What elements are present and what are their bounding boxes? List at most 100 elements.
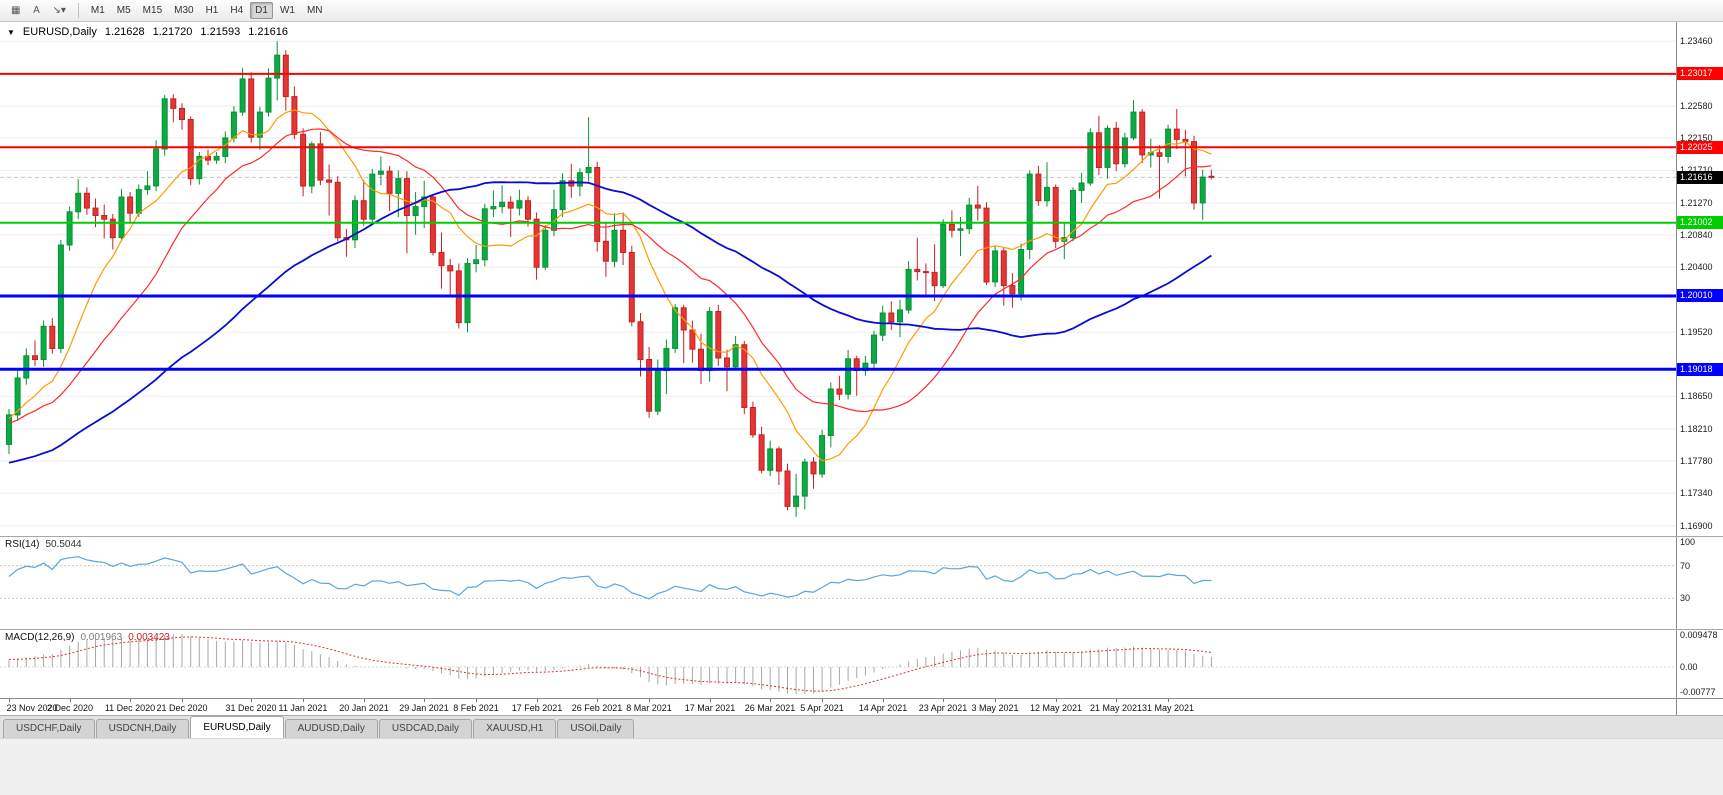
date-tick — [476, 699, 477, 702]
date-label: 17 Mar 2021 — [684, 703, 736, 713]
timeframe-mn-button[interactable]: MN — [306, 5, 323, 16]
text-tool-icon[interactable]: A — [33, 5, 40, 16]
price-axis-tick: 1.16900 — [1680, 521, 1713, 531]
timeframe-m15-button[interactable]: M15 — [142, 5, 163, 16]
price-chart-canvas[interactable] — [0, 22, 1676, 536]
date-label: 2 Dec 2020 — [46, 703, 94, 713]
date-label: 31 Dec 2020 — [225, 703, 277, 713]
macd-panel: MACD(12,26,9) 0.001963 0.003423 0.009478… — [0, 630, 1723, 698]
price-axis-tick: 1.23460 — [1680, 36, 1713, 46]
date-tick — [1056, 699, 1057, 702]
macd-label: MACD(12,26,9) 0.001963 0.003423 — [5, 632, 170, 643]
macd-axis: 0.009478 0.00 -0.00777 — [1676, 630, 1723, 698]
date-label: 26 Feb 2021 — [571, 703, 623, 713]
chart-tab-bar: USDCHF,Daily USDCNH,Daily EURUSD,Daily AUDU… — [0, 715, 1723, 738]
tool-icon-group: ▦ A ↘▾ — [5, 2, 72, 19]
date-label: 3 May 2021 — [971, 703, 1019, 713]
chart-title: ▼ EURUSD,Daily 1.21628 1.21720 1.21593 1… — [7, 26, 288, 38]
date-label: 11 Dec 2020 — [104, 703, 156, 713]
date-label: 5 Apr 2021 — [800, 703, 844, 713]
panel-separator[interactable] — [0, 536, 1723, 537]
macd-plot-area[interactable]: MACD(12,26,9) 0.001963 0.003423 — [0, 630, 1676, 698]
macd-canvas[interactable] — [0, 630, 1676, 698]
price-plot-area[interactable]: ▼ EURUSD,Daily 1.21628 1.21720 1.21593 1… — [0, 22, 1676, 536]
timeframe-toolbar: M1 M5 M15 M30 H1 H4 D1 W1 MN — [85, 2, 329, 19]
timeframe-m5-button[interactable]: M5 — [116, 5, 131, 16]
date-tick — [303, 699, 304, 702]
price-axis-tick: 1.17340 — [1680, 488, 1713, 498]
price-axis-tick: 1.22580 — [1680, 101, 1713, 111]
rsi-plot-area[interactable]: RSI(14) 50.5044 — [0, 537, 1676, 629]
date-tick — [1168, 699, 1169, 702]
date-label: 14 Apr 2021 — [858, 703, 908, 713]
date-label: 17 Feb 2021 — [511, 703, 563, 713]
date-tick — [9, 699, 10, 702]
chart-symbol-period: EURUSD,Daily — [22, 26, 97, 38]
date-tick — [70, 699, 71, 702]
timeframe-h1-button[interactable]: H1 — [205, 5, 219, 16]
rsi-canvas[interactable] — [0, 537, 1676, 629]
date-label: 20 Jan 2021 — [339, 703, 389, 713]
chart-tab-usdcnh[interactable]: USDCNH,Daily — [95, 719, 190, 738]
timeframe-d1-button[interactable]: D1 — [250, 2, 273, 19]
date-tick — [710, 699, 711, 702]
chart-tab-usoil[interactable]: USOil,Daily — [557, 719, 635, 738]
price-axis-tick: 1.18650 — [1680, 391, 1713, 401]
macd-main-value: 0.001963 — [80, 632, 123, 643]
date-tick — [364, 699, 365, 702]
macd-axis-tick: 0.009478 — [1680, 630, 1718, 640]
rsi-indicator-name: RSI(14) — [5, 539, 40, 550]
date-tick — [424, 699, 425, 702]
chart-tab-usdcad[interactable]: USDCAD,Daily — [378, 719, 473, 738]
price-level-badge: 1.22025 — [1677, 141, 1723, 154]
date-tick — [251, 699, 252, 702]
rsi-axis-tick: 70 — [1680, 561, 1691, 571]
symbol-dropdown-icon[interactable]: ▼ — [7, 27, 15, 37]
date-axis[interactable]: 23 Nov 2020 2 Dec 2020 11 Dec 2020 21 Dec 2… — [0, 699, 1676, 715]
date-axis-row: 23 Nov 2020 2 Dec 2020 11 Dec 2020 21 Dec 2… — [0, 698, 1723, 715]
top-toolbar: ▦ A ↘▾ M1 M5 M15 M30 H1 H4 D1 W1 MN — [0, 0, 1723, 22]
date-tick — [1116, 699, 1117, 702]
chart-tab-eurusd[interactable]: EURUSD,Daily — [190, 716, 284, 738]
date-label: 8 Mar 2021 — [626, 703, 672, 713]
draw-tool-icon[interactable]: ↘▾ — [52, 5, 66, 16]
date-label: 21 Dec 2020 — [156, 703, 208, 713]
ohlc-low: 1.21593 — [200, 26, 241, 38]
timeframe-m1-button[interactable]: M1 — [90, 5, 105, 16]
price-axis[interactable]: 1.23460 1.22580 1.22150 1.21710 1.21270 1.208… — [1676, 22, 1723, 536]
date-tick — [649, 699, 650, 702]
timeframe-m30-button[interactable]: M30 — [174, 5, 194, 16]
axis-corner — [1676, 699, 1723, 715]
price-axis-tick: 1.22150 — [1680, 133, 1713, 143]
chart-type-icon[interactable]: ▦ — [11, 5, 21, 16]
date-tick — [182, 699, 183, 702]
ohlc-open: 1.21628 — [104, 26, 145, 38]
main-chart-panel: ▼ EURUSD,Daily 1.21628 1.21720 1.21593 1… — [0, 22, 1723, 536]
price-level-badge: 1.23017 — [1677, 67, 1723, 80]
date-tick — [883, 699, 884, 702]
date-label: 21 May 2021 — [1089, 703, 1143, 713]
date-label: 29 Jan 2021 — [399, 703, 449, 713]
chart-tab-xauusd[interactable]: XAUUSD,H1 — [473, 719, 557, 738]
ohlc-high: 1.21720 — [152, 26, 193, 38]
price-axis-tick: 1.17780 — [1680, 456, 1713, 466]
date-tick — [995, 699, 996, 702]
macd-axis-tick: 0.00 — [1680, 662, 1698, 672]
date-tick — [822, 699, 823, 702]
chart-tab-audusd[interactable]: AUDUSD,Daily — [284, 719, 378, 738]
date-label: 11 Jan 2021 — [278, 703, 328, 713]
date-label: 23 Nov 2020 — [6, 703, 58, 713]
date-label: 8 Feb 2021 — [453, 703, 499, 713]
price-axis-tick: 1.21710 — [1680, 165, 1713, 175]
date-label: 26 Mar 2021 — [744, 703, 796, 713]
chart-window: ▼ EURUSD,Daily 1.21628 1.21720 1.21593 1… — [0, 22, 1723, 715]
panel-separator[interactable] — [0, 629, 1723, 630]
date-tick — [943, 699, 944, 702]
ohlc-close: 1.21616 — [248, 26, 288, 38]
rsi-axis-tick: 100 — [1680, 537, 1696, 547]
timeframe-h4-button[interactable]: H4 — [230, 5, 244, 16]
chart-tab-usdchf[interactable]: USDCHF,Daily — [3, 719, 95, 738]
timeframe-w1-button[interactable]: W1 — [279, 5, 295, 16]
price-axis-tick: 1.20840 — [1680, 230, 1713, 240]
price-level-badge: 1.21616 — [1677, 171, 1723, 184]
